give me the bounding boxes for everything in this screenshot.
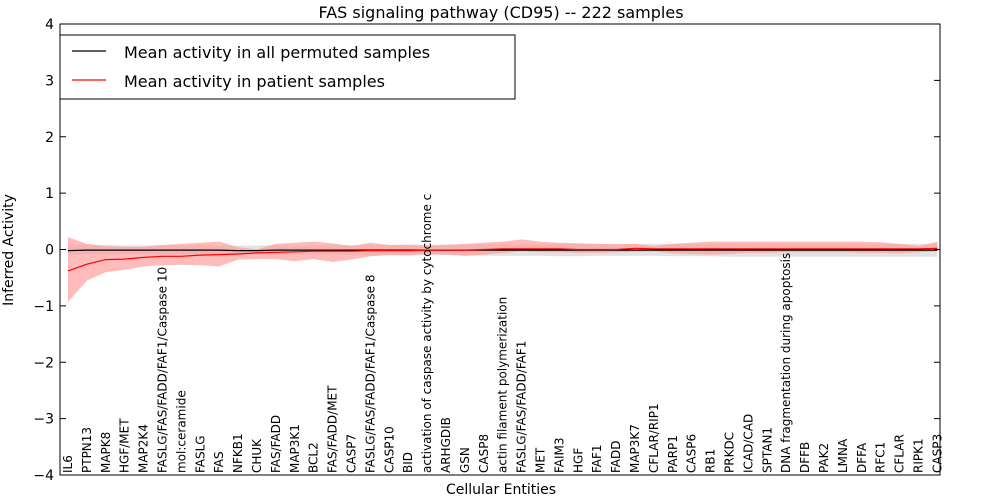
legend-label-patient: Mean activity in patient samples xyxy=(124,72,385,91)
x-tick-label: FAS xyxy=(212,451,226,473)
x-tick-label: actin filament polymerization xyxy=(496,297,510,473)
x-tick-label: DFFB xyxy=(798,442,812,473)
x-tick-label: FAIM3 xyxy=(552,437,566,473)
chart-title: FAS signaling pathway (CD95) -- 222 samp… xyxy=(318,3,683,22)
band-patient xyxy=(68,237,938,302)
x-tick-label: CASP3 xyxy=(930,434,944,473)
x-tick-label: HGF/MET xyxy=(118,418,132,473)
y-tick-label: 0 xyxy=(45,243,54,259)
x-tick-label: PRKDC xyxy=(723,432,737,473)
x-tick-label: NFKB1 xyxy=(231,433,245,473)
x-tick-label: MET xyxy=(534,447,548,473)
x-tick-label: PARP1 xyxy=(666,435,680,473)
x-tick-label: FAS/FADD xyxy=(269,415,283,473)
y-tick-label: −2 xyxy=(33,355,54,371)
x-tick-label: RB1 xyxy=(704,449,718,473)
legend-label-permuted: Mean activity in all permuted samples xyxy=(124,43,430,62)
x-tick-label: RIPK1 xyxy=(912,438,926,473)
y-tick-label: 2 xyxy=(45,130,54,146)
x-tick-label: FAS/FADD/MET xyxy=(326,385,340,473)
legend-box xyxy=(59,34,516,100)
series-lines xyxy=(67,247,938,272)
x-tick-label: FADD xyxy=(609,441,623,474)
x-tick-label: LMNA xyxy=(836,438,850,473)
y-axis-label: Inferred Activity xyxy=(1,194,17,306)
x-tick-label: SPTAN1 xyxy=(760,427,774,473)
confidence-bands xyxy=(68,237,938,302)
x-tick-label: RFC1 xyxy=(874,442,888,473)
y-axis: −4 −3 −2 −1 0 1 2 3 4 xyxy=(33,17,940,484)
x-tick-label: CFLAR xyxy=(893,434,907,473)
x-tick-label: MAP3K1 xyxy=(288,424,302,473)
x-tick-label: PAK2 xyxy=(817,443,831,473)
y-tick-label: −1 xyxy=(33,299,54,315)
x-tick-label: CASP10 xyxy=(382,426,396,473)
x-tick-label: CASP6 xyxy=(685,434,699,473)
x-tick-label: HGF xyxy=(571,448,585,473)
x-tick-label: FAF1 xyxy=(590,444,604,473)
x-tick-label: FASLG/FAS/FADD/FAF1/Caspase 10 xyxy=(156,267,170,473)
x-tick-label: BCL2 xyxy=(307,442,321,473)
y-tick-label: 3 xyxy=(45,73,54,89)
x-tick-label: ICAD/CAD xyxy=(741,414,755,473)
y-tick-label: −3 xyxy=(33,412,54,428)
x-tick-label: mol:ceramide xyxy=(174,390,188,473)
x-tick-label: DFFA xyxy=(855,442,869,473)
legend: Mean activity in all permuted samples Me… xyxy=(59,34,516,100)
x-tick-label: activation of caspase activity by cytoch… xyxy=(420,194,434,473)
x-axis-category-labels: IL6 PTPN13 MAPK8 HGF/MET MAP2K4 FASLG/FAS/FAD… xyxy=(61,194,944,473)
x-tick-label: CASP8 xyxy=(477,434,491,473)
x-tick-label: MAP3K7 xyxy=(628,424,642,473)
x-tick-label: CFLAR/RIP1 xyxy=(647,403,661,473)
x-tick-label: FASLG xyxy=(193,435,207,473)
x-tick-label: CHUK xyxy=(250,438,264,473)
x-tick-label: FASLG/FAS/FADD/FAF1 xyxy=(515,341,529,473)
x-tick-label: MAPK8 xyxy=(99,432,113,473)
series-line-patient xyxy=(67,247,938,272)
y-tick-label: 4 xyxy=(45,17,54,33)
x-tick-label: IL6 xyxy=(61,455,75,473)
x-tick-label: BID xyxy=(401,452,415,473)
x-tick-label: MAP2K4 xyxy=(137,424,151,473)
y-tick-label: 1 xyxy=(45,186,54,202)
x-tick-label: ARHGDIB xyxy=(439,417,453,473)
x-tick-label: FASLG/FAS/FADD/FAF1/Caspase 8 xyxy=(363,275,377,474)
x-tick-label: DNA fragmentation during apoptosis xyxy=(779,253,793,473)
x-tick-label: GSN xyxy=(458,447,472,473)
x-tick-label: CASP7 xyxy=(345,434,359,473)
x-tick-label: PTPN13 xyxy=(80,427,94,473)
series-line-permuted xyxy=(67,249,938,252)
y-tick-label: −4 xyxy=(33,468,54,484)
x-axis-label: Cellular Entities xyxy=(446,482,556,498)
